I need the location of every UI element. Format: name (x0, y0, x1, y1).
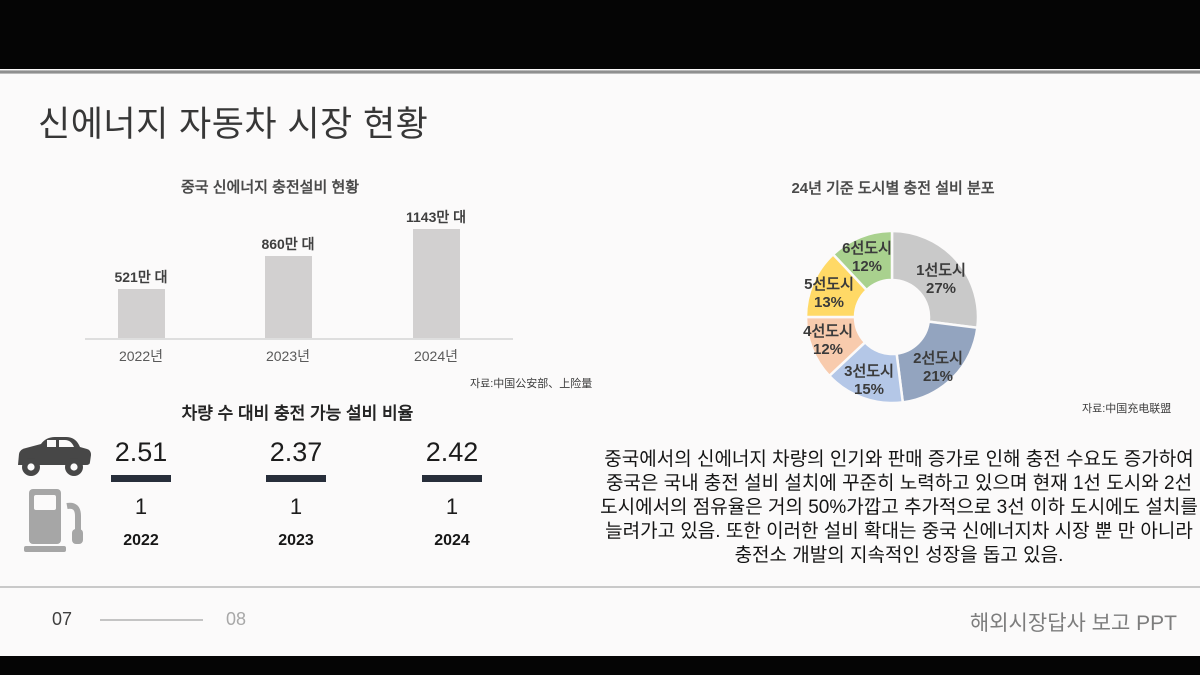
ratio-numerator: 2.51 (114, 437, 168, 467)
bar-2023년 (264, 256, 312, 339)
ratio-column-2024: 2.42 1 2024 (382, 438, 522, 550)
page-number-divider-line (100, 619, 203, 621)
donut-label-1선도시: 1선도시 27% (916, 262, 966, 297)
ratio-column-2023: 2.37 1 2023 (226, 438, 366, 550)
bar-x-label: 2023년 (265, 348, 311, 364)
bar-x-label: 2024년 (413, 348, 459, 364)
page-number-next: 08 (226, 609, 247, 629)
ratio-numerator: 2.42 (425, 437, 479, 467)
fraction-bar (266, 475, 326, 482)
footer-divider-line (0, 586, 1200, 588)
bar-2024년 (412, 229, 460, 339)
summary-paragraph: 중국에서의 신에너지 차량의 인기와 판매 증가로 인해 충전 수요도 증가하여… (600, 449, 1198, 566)
fuel-pump-icon (24, 489, 83, 552)
ratio-numerator: 2.37 (269, 437, 323, 467)
donut-label-5선도시: 5선도시 13% (804, 276, 854, 311)
slide-title: 신에너지 자동차 시장 현황 (38, 105, 429, 144)
ratio-denominator: 1 (289, 494, 303, 519)
header-divider-line (0, 70, 1200, 74)
bar-value-label: 521만 대 (114, 269, 168, 285)
bar-chart-source: 자료:中国公安部、上险量 (470, 378, 593, 390)
donut-label-2선도시: 2선도시 21% (913, 350, 963, 385)
ratio-denominator: 1 (134, 494, 148, 519)
ratio-column-2022: 2.51 1 2022 (71, 438, 211, 550)
donut-chart-title: 24년 기준 도시별 충전 설비 분포 (791, 180, 995, 197)
bar-2022년 (117, 289, 165, 339)
bar-value-label: 860만 대 (261, 236, 315, 252)
fraction-bar (422, 475, 482, 482)
ratio-section-title: 차량 수 대비 충전 가능 설비 비율 (181, 404, 414, 423)
fraction-bar (111, 475, 171, 482)
top-letterbox-bar (0, 0, 1200, 69)
bar-value-label: 1143만 대 (405, 209, 467, 225)
donut-label-6선도시: 6선도시 12% (842, 240, 892, 275)
bar-x-label: 2022년 (118, 348, 164, 364)
car-icon (18, 437, 91, 476)
donut-label-4선도시: 4선도시 12% (803, 323, 853, 358)
donut-chart-source: 자료:中国充电联盟 (1082, 403, 1172, 415)
ratio-year-label: 2022 (123, 532, 159, 549)
bar-chart-axis-line (85, 338, 513, 340)
ratio-denominator: 1 (445, 494, 459, 519)
donut-label-3선도시: 3선도시 15% (844, 363, 894, 398)
page-number-current: 07 (52, 609, 73, 629)
deck-title: 해외시장답사 보고 PPT (969, 612, 1177, 635)
ratio-year-label: 2023 (278, 532, 314, 549)
bottom-letterbox-bar (0, 656, 1200, 675)
bar-chart-title: 중국 신에너지 충전설비 현황 (180, 179, 360, 196)
ratio-year-label: 2024 (434, 532, 470, 549)
